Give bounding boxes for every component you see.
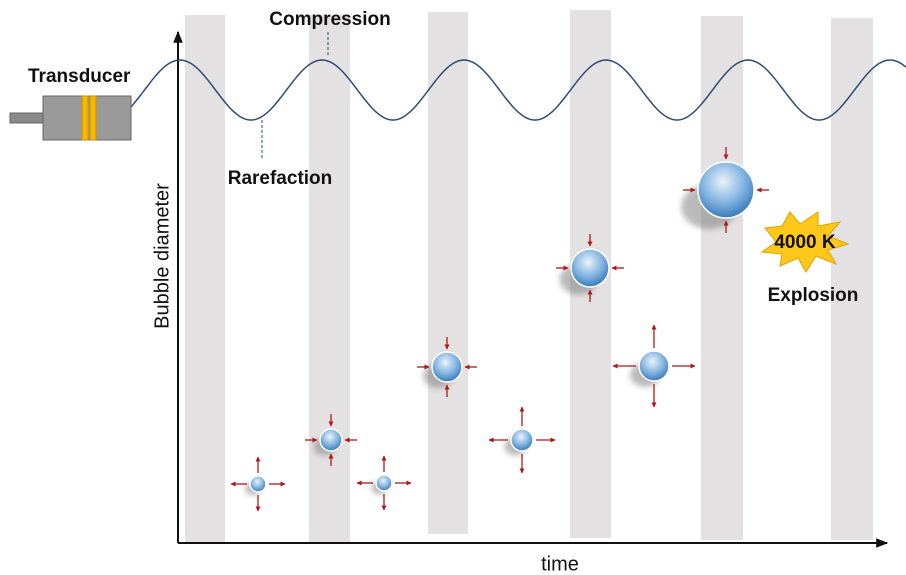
rarefaction-label: Rarefaction: [228, 168, 333, 189]
compression-label: Compression: [269, 9, 390, 30]
band: [185, 15, 225, 542]
explosion-burst: [760, 211, 850, 273]
bubble: [638, 350, 670, 382]
bubbles: [230, 147, 769, 512]
band: [831, 18, 873, 540]
x-axis-label: time: [541, 553, 579, 575]
band: [309, 15, 350, 542]
transducer-element: [89, 95, 97, 141]
bubble: [249, 475, 267, 493]
temperature-label: 4000 K: [774, 232, 836, 253]
band: [428, 12, 468, 534]
band: [701, 16, 743, 540]
bubble: [375, 474, 393, 492]
sound-wave: [129, 59, 906, 121]
transducer-element: [81, 95, 89, 141]
phase-bands: [185, 10, 873, 542]
bubble: [570, 248, 610, 288]
y-axis-label: Bubble diameter: [151, 183, 173, 329]
bubble: [510, 428, 534, 452]
transducer: [9, 95, 132, 141]
explosion-label: Explosion: [768, 285, 859, 306]
bubble: [319, 428, 343, 452]
transducer-label: Transducer: [28, 66, 131, 87]
bubble: [697, 161, 755, 219]
bubble: [431, 351, 463, 383]
transducer-stem: [9, 112, 45, 124]
